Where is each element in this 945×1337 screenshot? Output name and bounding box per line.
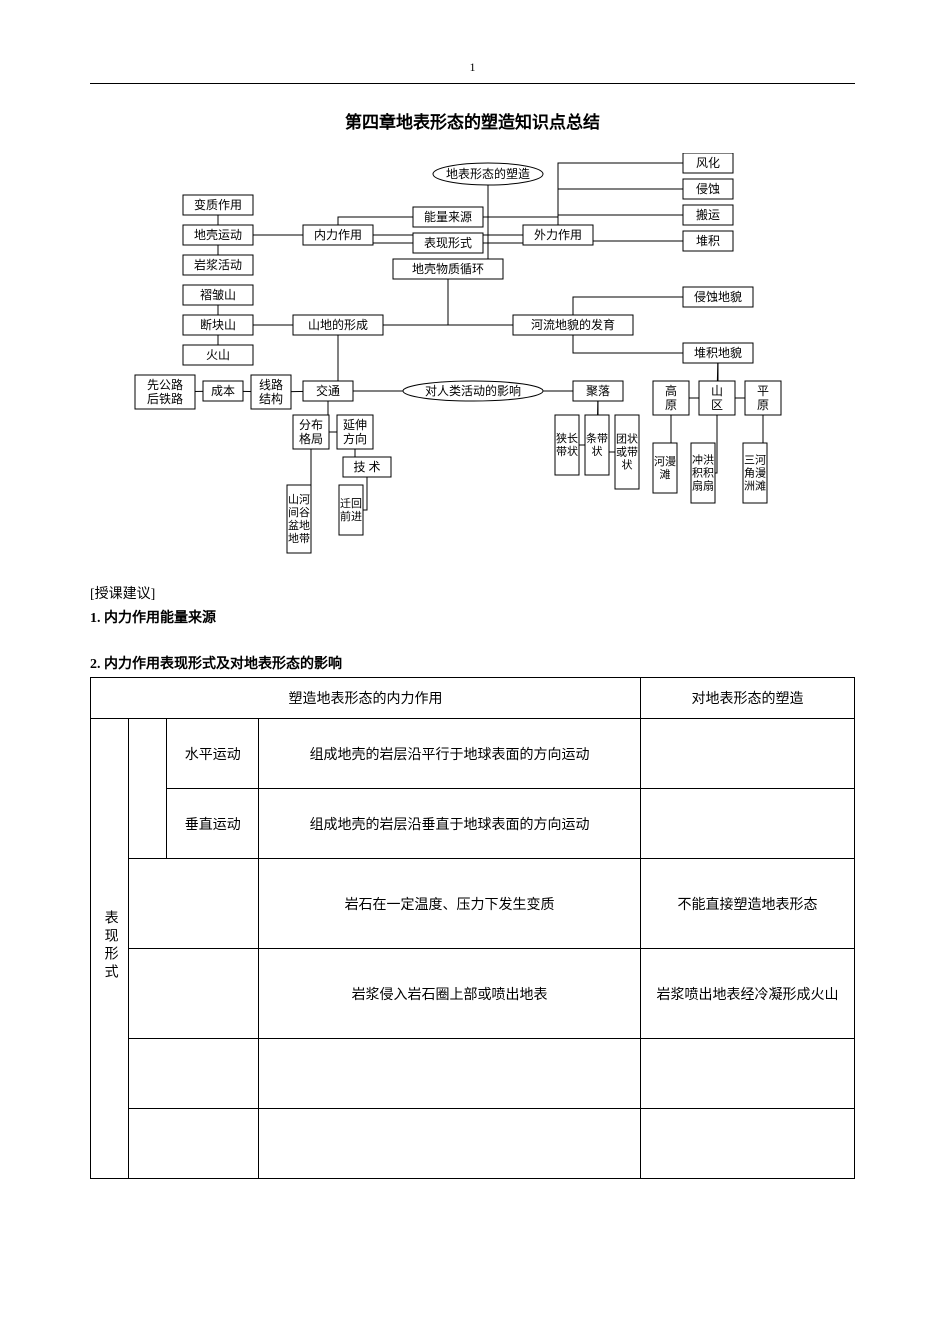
page-number: 1 (90, 60, 855, 75)
svg-text:滩: 滩 (659, 467, 670, 481)
svg-text:狭长: 狭长 (556, 432, 578, 445)
svg-text:分布: 分布 (298, 418, 322, 432)
td (259, 1109, 641, 1179)
svg-text:断块山: 断块山 (199, 317, 235, 332)
svg-text:洲滩: 洲滩 (744, 479, 766, 493)
svg-text:河流地貌的发育: 河流地貌的发育 (530, 317, 614, 332)
svg-text:表现形式: 表现形式 (423, 236, 471, 250)
td (641, 719, 855, 789)
svg-text:或带: 或带 (616, 446, 638, 459)
rowlabel-text: 表现形式 (100, 910, 120, 982)
svg-text:盆地: 盆地 (288, 518, 310, 532)
svg-text:线路: 线路 (258, 377, 282, 392)
table-row (91, 1109, 855, 1179)
svg-text:原: 原 (664, 398, 676, 412)
svg-text:条带: 条带 (586, 431, 608, 445)
td-sub1 (129, 719, 167, 859)
td (259, 1039, 641, 1109)
svg-text:火山: 火山 (205, 348, 229, 362)
svg-text:搬运: 搬运 (695, 207, 719, 222)
svg-text:格局: 格局 (298, 431, 322, 446)
td (129, 1039, 259, 1109)
svg-text:外力作用: 外力作用 (533, 228, 581, 242)
svg-text:侵蚀: 侵蚀 (695, 181, 719, 196)
td: 组成地壳的岩层沿平行于地球表面的方向运动 (259, 719, 641, 789)
concept-diagram: 地表形态的塑造变质作用地壳运动岩浆活动褶皱山断块山火山 内力作用 能量来源表现形式地… (90, 153, 855, 563)
svg-text:变质作用: 变质作用 (193, 197, 241, 212)
td (641, 1109, 855, 1179)
main-table: 塑造地表形态的内力作用 对地表形态的塑造 表现形式 水平运动 组成地壳的岩层沿平… (90, 677, 855, 1179)
td: 岩浆喷出地表经冷凝形成火山 (641, 949, 855, 1039)
svg-text:地带: 地带 (288, 532, 310, 545)
svg-text:角漫: 角漫 (744, 466, 766, 480)
table-row: 岩浆侵入岩石圈上部或喷出地表 岩浆喷出地表经冷凝形成火山 (91, 949, 855, 1039)
svg-text:聚落: 聚落 (585, 384, 609, 398)
svg-text:交通: 交通 (315, 383, 339, 398)
svg-text:褶皱山: 褶皱山 (199, 287, 235, 302)
svg-text:区: 区 (710, 398, 722, 412)
svg-text:方向: 方向 (342, 431, 366, 446)
svg-text:延伸: 延伸 (342, 418, 366, 432)
svg-text:地表形态的塑造: 地表形态的塑造 (445, 166, 529, 181)
th-right: 对地表形态的塑造 (641, 678, 855, 719)
svg-text:山地的形成: 山地的形成 (307, 317, 367, 332)
svg-text:技 术: 技 术 (353, 460, 380, 474)
svg-text:冲洪: 冲洪 (692, 453, 714, 467)
td: 不能直接塑造地表形态 (641, 859, 855, 949)
svg-text:地壳运动: 地壳运动 (193, 228, 241, 242)
svg-text:积积: 积积 (692, 467, 714, 480)
svg-text:高: 高 (664, 383, 676, 398)
td: 水平运动 (167, 719, 259, 789)
section-item-1: 1. 内力作用能量来源 (90, 607, 855, 627)
svg-text:状: 状 (591, 444, 602, 458)
svg-text:状: 状 (621, 458, 632, 472)
section-label: [授课建议] (90, 583, 855, 603)
table-header-row: 塑造地表形态的内力作用 对地表形态的塑造 (91, 678, 855, 719)
td (129, 949, 259, 1039)
svg-text:能量来源: 能量来源 (423, 210, 471, 224)
table-row: 表现形式 水平运动 组成地壳的岩层沿平行于地球表面的方向运动 (91, 719, 855, 789)
td (129, 859, 259, 949)
svg-text:三河: 三河 (744, 454, 766, 467)
svg-text:扇扇: 扇扇 (692, 479, 714, 493)
svg-text:结构: 结构 (258, 391, 282, 406)
td: 垂直运动 (167, 789, 259, 859)
svg-text:团状: 团状 (616, 432, 638, 446)
svg-text:山: 山 (710, 384, 722, 398)
td (641, 1039, 855, 1109)
svg-text:内力作用: 内力作用 (313, 228, 361, 242)
svg-text:山河: 山河 (288, 493, 310, 506)
table-row (91, 1039, 855, 1109)
td-rowlabel: 表现形式 (91, 719, 129, 1179)
svg-text:堆积地貌: 堆积地貌 (693, 345, 741, 360)
td: 岩浆侵入岩石圈上部或喷出地表 (259, 949, 641, 1039)
svg-text:风化: 风化 (695, 156, 719, 170)
svg-text:地壳物质循环: 地壳物质循环 (411, 262, 483, 276)
svg-text:迁回: 迁回 (340, 497, 362, 510)
svg-text:河漫: 河漫 (654, 454, 676, 468)
table-row: 垂直运动 组成地壳的岩层沿垂直于地球表面的方向运动 (91, 789, 855, 859)
td (129, 1109, 259, 1179)
svg-text:侵蚀地貌: 侵蚀地貌 (693, 289, 741, 304)
svg-text:先公路: 先公路 (146, 377, 182, 392)
table-row: 岩石在一定温度、压力下发生变质 不能直接塑造地表形态 (91, 859, 855, 949)
td: 岩石在一定温度、压力下发生变质 (259, 859, 641, 949)
svg-text:原: 原 (756, 398, 768, 412)
svg-text:堆积: 堆积 (695, 234, 719, 248)
svg-text:平: 平 (756, 384, 768, 398)
svg-text:对人类活动的影响: 对人类活动的影响 (424, 383, 520, 398)
svg-text:成本: 成本 (210, 384, 234, 398)
td (641, 789, 855, 859)
top-rule (90, 83, 855, 84)
svg-text:前进: 前进 (340, 509, 362, 523)
svg-text:后铁路: 后铁路 (146, 391, 182, 406)
th-left: 塑造地表形态的内力作用 (91, 678, 641, 719)
svg-text:带状: 带状 (556, 444, 578, 458)
page-title: 第四章地表形态的塑造知识点总结 (90, 108, 855, 133)
svg-text:间谷: 间谷 (288, 506, 310, 519)
td: 组成地壳的岩层沿垂直于地球表面的方向运动 (259, 789, 641, 859)
svg-text:岩浆活动: 岩浆活动 (193, 257, 241, 272)
section-item-2: 2. 内力作用表现形式及对地表形态的影响 (90, 653, 855, 673)
